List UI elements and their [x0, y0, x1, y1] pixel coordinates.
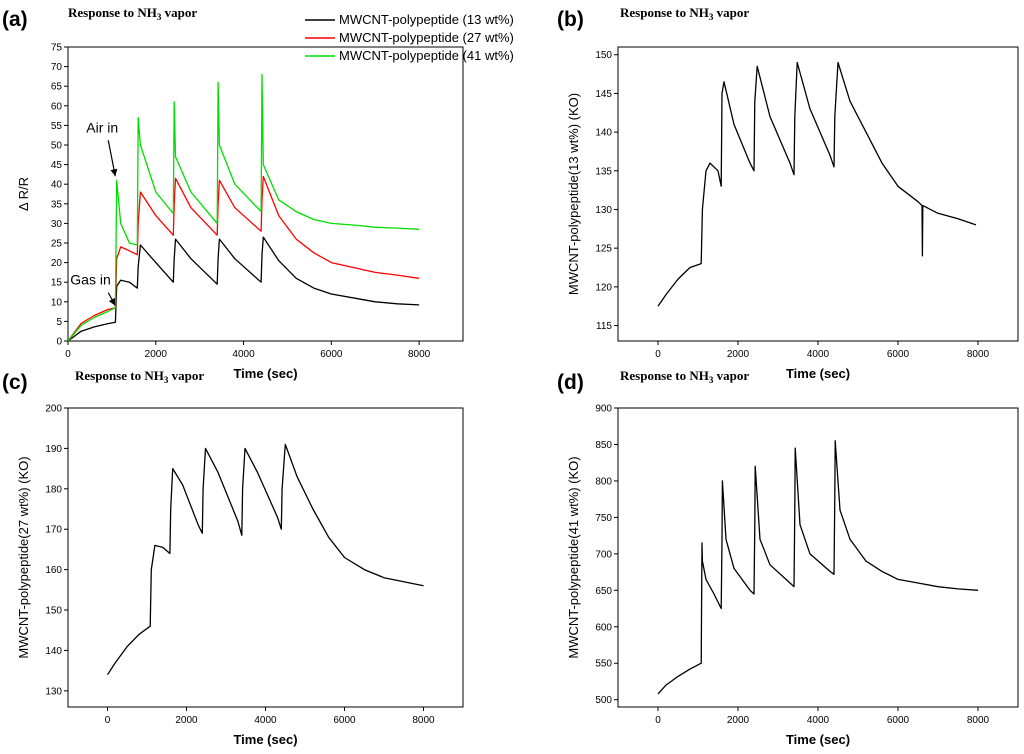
x-axis-label: Time (sec) [786, 366, 850, 381]
x-tick-label: 2000 [727, 715, 750, 726]
y-axis-label: MWCNT-polypeptide(41 wt%) (KO) [566, 456, 581, 658]
y-axis-label: Δ R/R [16, 177, 31, 211]
y-tick-label: 75 [51, 43, 63, 54]
y-tick-label: 130 [595, 205, 612, 216]
x-tick-label: 8000 [967, 715, 990, 726]
series-line-1 [106, 443, 424, 676]
series-line-1 [68, 236, 420, 341]
y-tick-label: 25 [51, 239, 63, 250]
x-tick-label: 6000 [320, 349, 343, 360]
panel-label: (b) [557, 8, 584, 31]
x-tick-label: 2000 [175, 715, 198, 726]
y-tick-label: 750 [595, 513, 612, 524]
y-tick-label: 115 [596, 321, 612, 332]
x-tick-label: 0 [105, 715, 111, 726]
x-axis-label: Time (sec) [233, 366, 297, 381]
y-tick-label: 5 [56, 317, 62, 328]
y-tick-label: 125 [595, 244, 612, 255]
y-tick-label: 55 [51, 121, 63, 132]
panel-label: (d) [557, 371, 584, 394]
y-tick-label: 190 [45, 444, 62, 455]
y-tick-label: 650 [595, 586, 612, 597]
annotation-arrowhead [110, 168, 118, 177]
legend-entry: MWCNT-polypeptide (41 wt%) [339, 48, 514, 63]
y-tick-label: 35 [51, 199, 63, 210]
x-tick-label: 8000 [967, 349, 990, 360]
y-tick-label: 850 [595, 440, 612, 451]
y-tick-label: 160 [45, 565, 62, 576]
x-axis-label: Time (sec) [233, 732, 297, 747]
y-tick-label: 0 [56, 337, 62, 348]
series-line-1 [657, 61, 977, 307]
chart-panel-b: (b) Response to NH3 vapor 115 120 125 130 135 1… [557, 5, 1019, 381]
legend-entry: MWCNT-polypeptide (13 wt%) [339, 12, 514, 27]
x-tick-label: 6000 [887, 349, 910, 360]
y-tick-label: 10 [51, 297, 63, 308]
legend: MWCNT-polypeptide (13 wt%) MWCNT-polypept… [305, 12, 514, 63]
y-tick-label: 70 [51, 62, 63, 73]
y-tick-label: 130 [45, 686, 62, 697]
y-tick-label: 170 [45, 525, 62, 536]
series-line-1 [657, 440, 979, 695]
annotation-label: Gas in [70, 272, 110, 288]
x-tick-label: 0 [655, 349, 661, 360]
series-line-3 [68, 73, 420, 341]
chart-panel-d: (d) Response to NH3 vapor 500 550 600 650 700 7… [557, 368, 1019, 747]
x-tick-label: 4000 [807, 349, 830, 360]
x-tick-label: 4000 [254, 715, 277, 726]
y-tick-label: 50 [51, 141, 63, 152]
y-tick-label: 60 [51, 101, 63, 112]
y-tick-label: 140 [45, 646, 62, 657]
panel-title: Response to NH3 vapor [620, 5, 749, 22]
y-axis-label: MWCNT-polypeptide(13 wt%) (KO) [566, 93, 581, 295]
y-tick-label: 900 [595, 404, 612, 415]
x-tick-label: 4000 [232, 349, 255, 360]
y-tick-label: 15 [51, 278, 63, 289]
y-tick-label: 65 [51, 82, 63, 93]
x-tick-label: 2000 [145, 349, 168, 360]
y-tick-label: 30 [51, 219, 63, 230]
y-tick-label: 150 [595, 50, 612, 61]
panel-label: (c) [2, 371, 28, 394]
x-tick-label: 6000 [887, 715, 910, 726]
y-tick-label: 120 [595, 282, 612, 293]
legend-entry: MWCNT-polypeptide (27 wt%) [339, 30, 514, 45]
y-tick-label: 700 [595, 549, 612, 560]
chart-panel-c: (c) Response to NH3 vapor 130 140 150 160 170 1… [2, 368, 464, 747]
plot-frame [67, 46, 464, 342]
x-tick-label: 2000 [727, 349, 750, 360]
x-tick-label: 0 [65, 349, 71, 360]
y-tick-label: 180 [45, 484, 62, 495]
chart-panel-a: (a) Response to NH3 vapor 0 5 10 15 20 25 30 35 40… [2, 5, 514, 381]
y-tick-label: 500 [595, 695, 612, 706]
y-tick-label: 40 [51, 180, 63, 191]
y-tick-label: 135 [595, 166, 612, 177]
y-tick-label: 45 [51, 160, 63, 171]
x-tick-label: 0 [655, 715, 661, 726]
y-tick-label: 140 [595, 128, 612, 139]
y-tick-label: 200 [45, 404, 62, 415]
y-tick-label: 20 [51, 258, 63, 269]
panel-label: (a) [2, 8, 28, 31]
series-line-2 [68, 175, 420, 341]
panel-title: Response to NH3 vapor [68, 5, 197, 22]
x-tick-label: 8000 [412, 715, 435, 726]
panel-title: Response to NH3 vapor [620, 368, 749, 385]
x-axis-label: Time (sec) [786, 732, 850, 747]
y-tick-label: 550 [595, 659, 612, 670]
y-axis-label: MWCNT-polypeptide(27 wt%) (KO) [16, 456, 31, 658]
panels: (a) Response to NH3 vapor 0 5 10 15 20 25 30 35 40… [2, 5, 1019, 747]
y-tick-label: 145 [595, 89, 612, 100]
y-tick-label: 800 [595, 476, 612, 487]
y-tick-label: 600 [595, 622, 612, 633]
x-tick-label: 8000 [408, 349, 431, 360]
annotation-label: Air in [86, 119, 118, 135]
panel-title: Response to NH3 vapor [75, 368, 204, 385]
y-tick-label: 150 [45, 606, 62, 617]
x-tick-label: 6000 [333, 715, 356, 726]
x-tick-label: 4000 [807, 715, 830, 726]
annotation-arrowhead [108, 297, 116, 306]
